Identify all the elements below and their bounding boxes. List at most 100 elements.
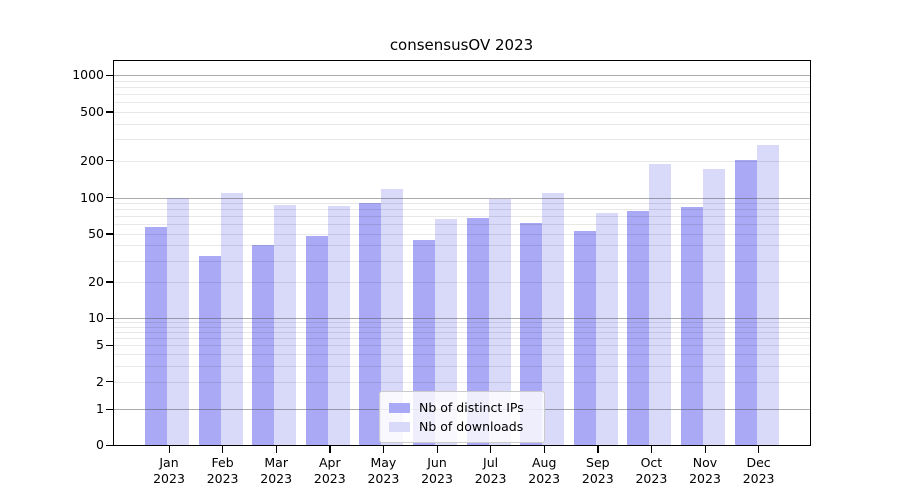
minor-gridline (114, 139, 810, 141)
minor-gridline (114, 326, 810, 328)
bar-distinct-ips-may (359, 203, 382, 445)
minor-gridline (114, 224, 810, 226)
bar-distinct-ips-jul (466, 217, 489, 445)
bar-downloads-sep (595, 212, 618, 445)
bar-distinct-ips-nov (681, 207, 703, 445)
bar-downloads-may (381, 189, 404, 445)
x-tick-mark (275, 446, 277, 453)
x-tick-label-may: May 2023 (367, 455, 400, 486)
minor-gridline (114, 216, 810, 218)
bar-downloads-dec (756, 145, 779, 445)
x-tick-mark (436, 446, 438, 453)
minor-gridline (114, 102, 810, 104)
x-tick-label-nov: Nov 2023 (689, 455, 721, 486)
bar-distinct-ips-dec (734, 160, 757, 445)
x-tick-mark (168, 446, 170, 453)
bar-downloads-mar (274, 204, 297, 445)
y-tick-mark (106, 197, 113, 199)
legend-swatch-downloads (389, 421, 410, 432)
x-tick-mark (490, 446, 492, 453)
major-gridline (114, 197, 810, 199)
minor-gridline (114, 93, 810, 95)
minor-gridline (114, 245, 810, 247)
y-tick-label: 2 (96, 373, 104, 389)
y-tick-label: 0 (96, 437, 104, 452)
legend-label: Nb of downloads (419, 419, 524, 434)
minor-gridline (114, 281, 810, 283)
x-tick-label-sep: Sep 2023 (581, 455, 614, 486)
major-gridline (114, 318, 810, 319)
minor-gridline (114, 86, 810, 88)
bar-distinct-ips-aug (520, 222, 543, 445)
y-tick-label: 1000 (72, 67, 104, 82)
legend-swatch-distinct-ips (389, 402, 410, 413)
x-tick-mark (543, 446, 545, 453)
y-tick-mark (106, 233, 113, 235)
legend-row: Nb of distinct IPs (389, 398, 535, 417)
bar-downloads-jan (167, 197, 189, 445)
bar-distinct-ips-mar (252, 245, 275, 445)
y-tick-mark (106, 74, 113, 76)
y-tick-label: 5 (96, 337, 104, 353)
bar-downloads-aug (542, 193, 565, 445)
x-tick-label-apr: Apr 2023 (313, 455, 346, 486)
x-tick-mark (650, 446, 653, 453)
legend-label: Nb of distinct IPs (419, 400, 524, 415)
bar-downloads-jul (488, 198, 511, 445)
bar-downloads-feb (220, 193, 243, 445)
minor-gridline (114, 203, 810, 204)
bar-downloads-nov (703, 169, 725, 445)
chart-title: consensusOV 2023 (389, 36, 534, 54)
bar-distinct-ips-jan (145, 226, 167, 445)
minor-gridline (114, 233, 810, 235)
x-tick-label-jun: Jun 2023 (421, 455, 453, 486)
x-tick-label-feb: Feb 2023 (206, 455, 239, 486)
y-tick-label: 200 (80, 152, 104, 168)
x-tick-mark (597, 446, 599, 453)
y-tick-label: 10 (88, 310, 104, 325)
minor-gridline (114, 365, 810, 367)
bar-downloads-jun (435, 219, 457, 445)
bar-distinct-ips-apr (305, 235, 328, 445)
y-tick-label: 100 (80, 189, 104, 205)
legend-row: Nb of downloads (389, 417, 535, 436)
minor-gridline (114, 123, 810, 125)
y-tick-mark (106, 344, 113, 347)
x-tick-mark (222, 446, 224, 453)
minor-gridline (114, 209, 810, 211)
bar-distinct-ips-sep (573, 230, 596, 445)
plot-area: 0 1 2 5 10 20 50 100 200 500 1000 Jan 2023 Feb 2023… (72, 60, 811, 486)
x-tick-label-dec: Dec 2023 (742, 455, 775, 486)
minor-gridline (114, 160, 810, 162)
y-tick-label: 500 (80, 103, 104, 119)
minor-gridline (114, 322, 810, 324)
y-tick-label: 50 (88, 225, 104, 241)
y-tick-label: 1 (96, 401, 104, 416)
x-tick-mark (329, 446, 331, 453)
minor-gridline (114, 260, 810, 262)
minor-gridline (114, 345, 810, 347)
legend: Nb of distinct IPs Nb of downloads (379, 391, 545, 443)
x-tick-mark (382, 446, 385, 453)
x-tick-label-oct: Oct 2023 (635, 455, 668, 486)
y-tick-mark (106, 408, 113, 410)
y-tick-mark (106, 317, 113, 319)
minor-gridline (114, 111, 810, 113)
major-gridline (114, 75, 810, 76)
minor-gridline (114, 80, 810, 82)
bar-distinct-ips-oct (627, 210, 650, 445)
x-tick-label-mar: Mar 2023 (260, 455, 293, 486)
minor-gridline (114, 332, 810, 334)
minor-gridline (114, 338, 810, 340)
bar-downloads-oct (649, 163, 672, 445)
x-tick-label-jan: Jan 2023 (153, 455, 185, 486)
y-tick-label: 20 (88, 273, 104, 289)
minor-gridline (114, 354, 810, 356)
bar-distinct-ips-feb (198, 255, 221, 445)
minor-gridline (114, 381, 810, 383)
x-tick-label-aug: Aug 2023 (528, 455, 561, 486)
y-tick-mark (106, 381, 113, 383)
x-tick-mark (704, 446, 706, 453)
y-tick-mark (106, 111, 113, 113)
